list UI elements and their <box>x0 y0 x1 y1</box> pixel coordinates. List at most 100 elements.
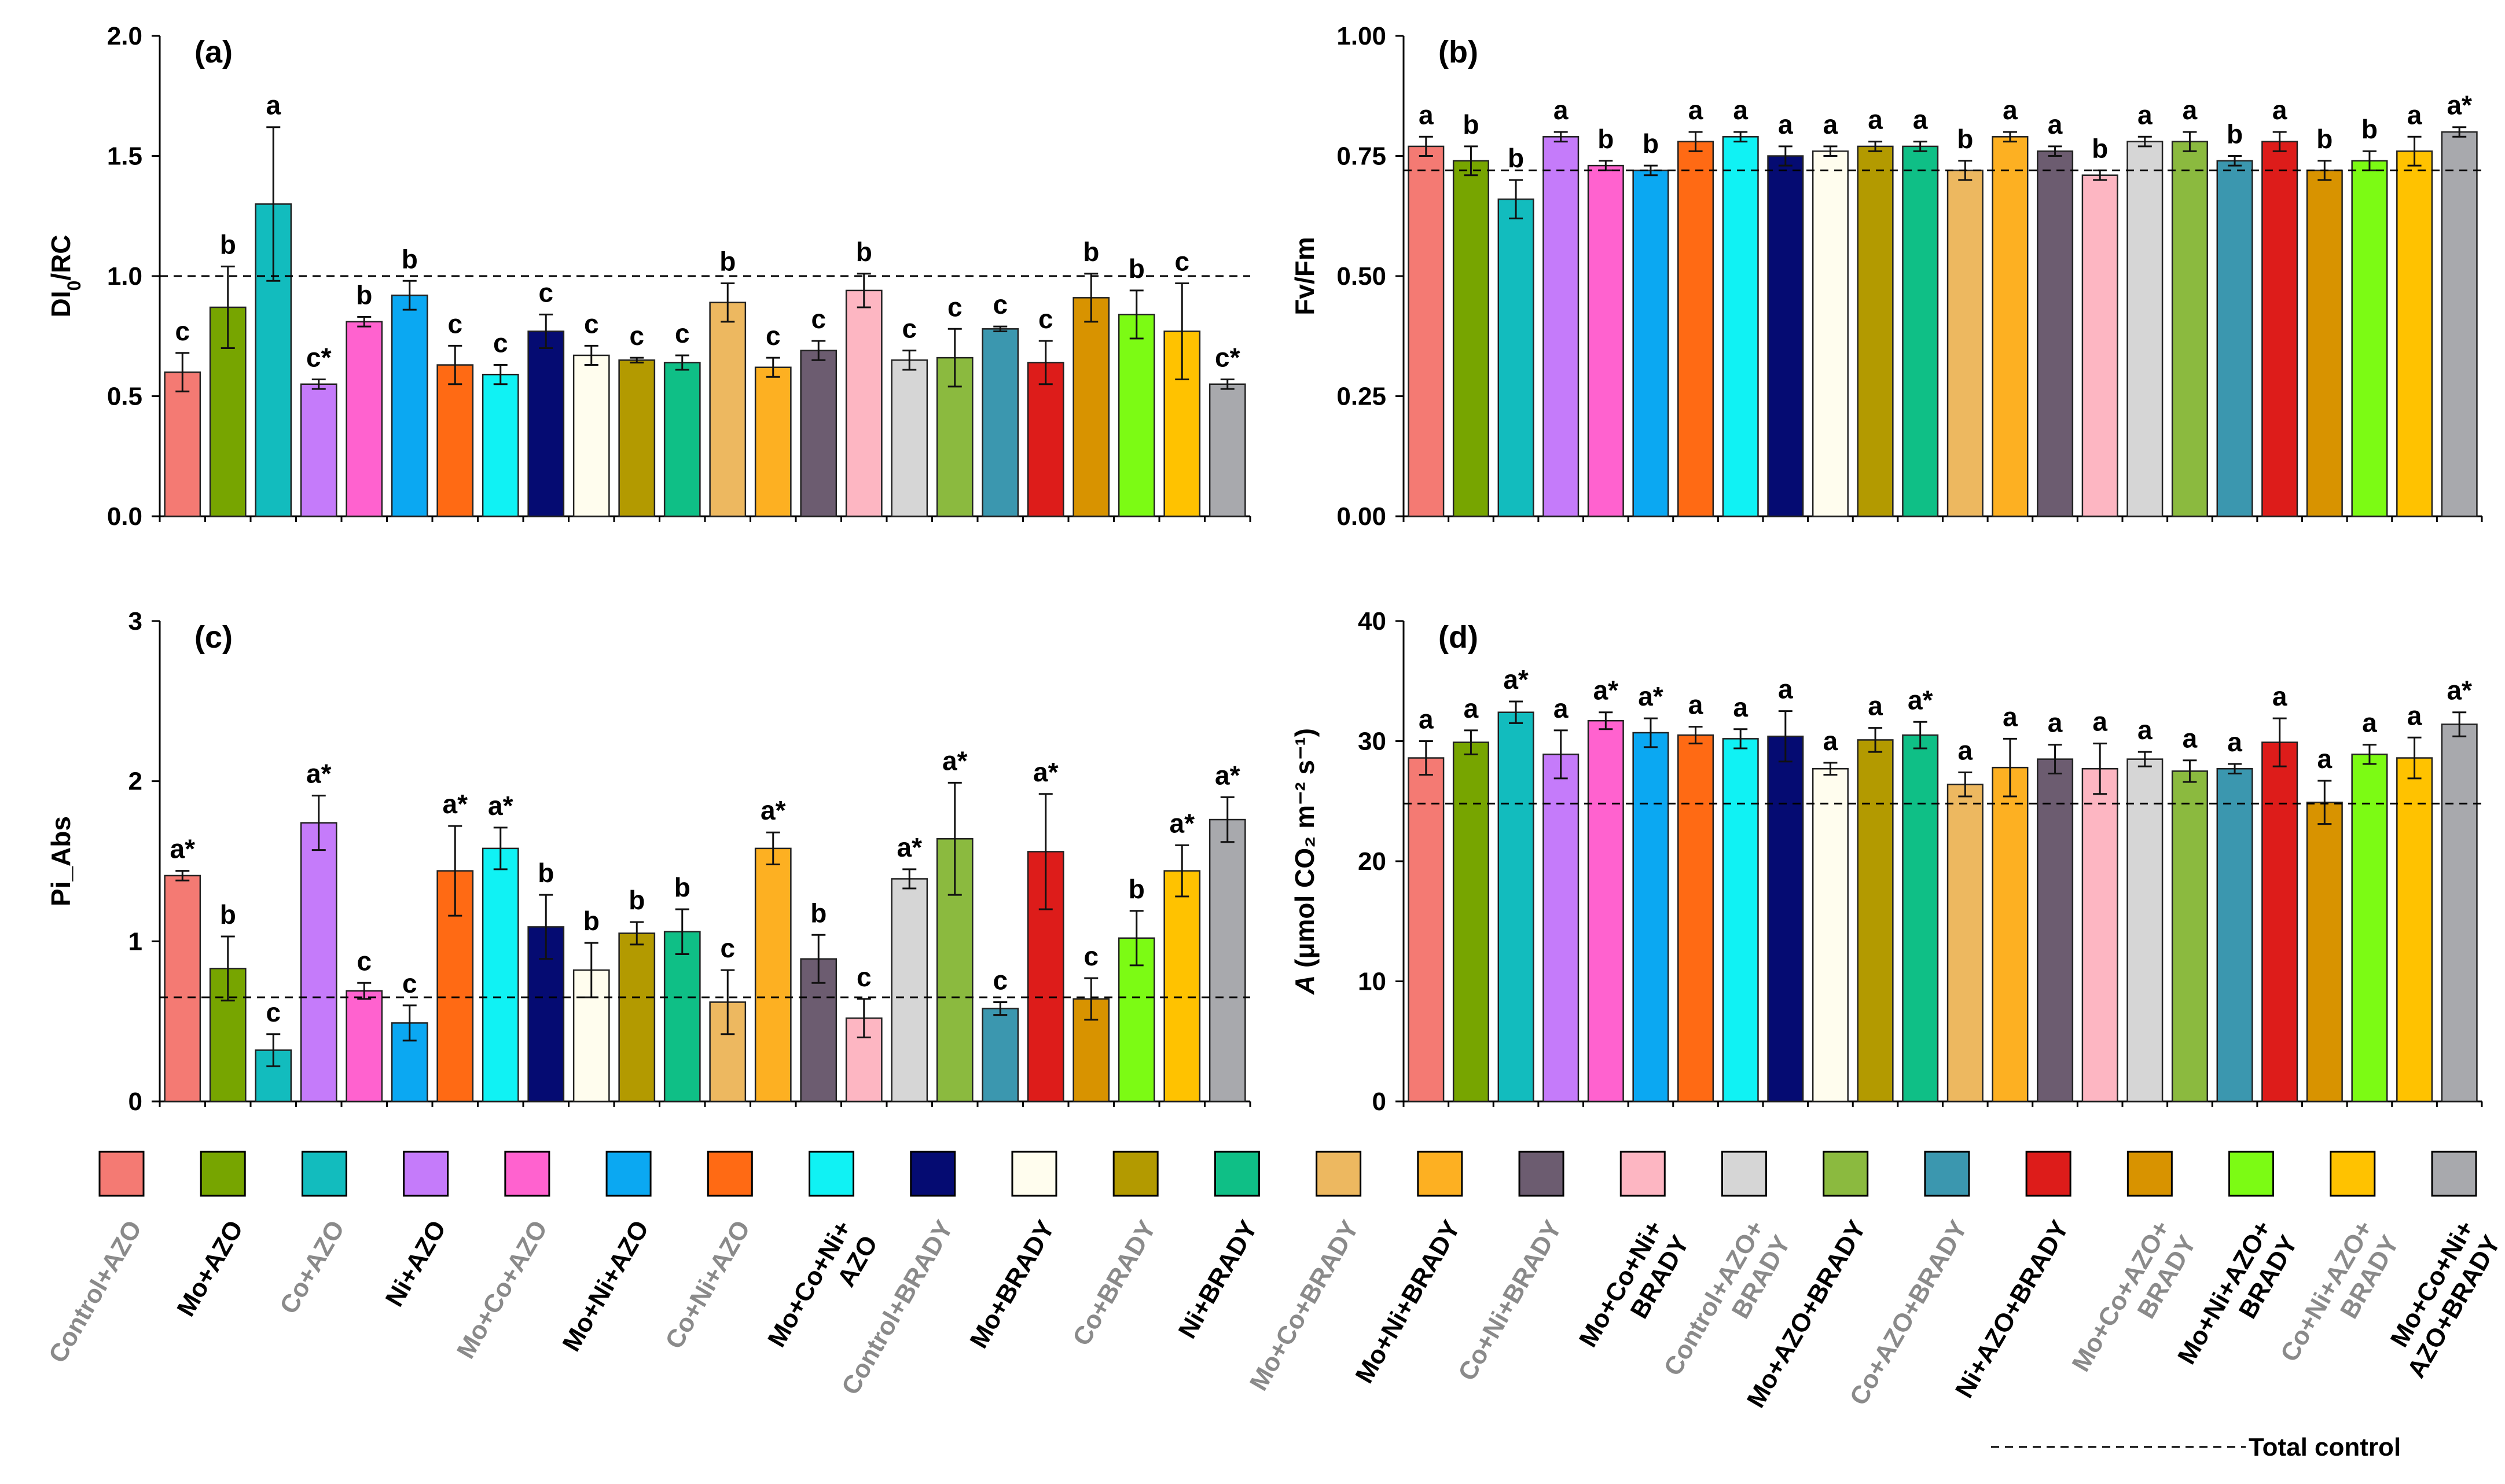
bar <box>482 847 519 1103</box>
category-label: Mo+Ni+AZO <box>557 1216 654 1357</box>
legend-swatch <box>1011 1151 1057 1197</box>
significance-letter: b <box>1508 143 1524 173</box>
significance-letter: c <box>493 328 508 358</box>
legend-swatch <box>809 1151 855 1197</box>
bar <box>1072 297 1110 517</box>
significance-letter: a <box>1688 95 1703 125</box>
bar <box>2261 741 2298 1103</box>
significance-letter: a <box>1868 105 1883 135</box>
significance-letter: c <box>175 316 190 346</box>
significance-letter: c <box>1083 941 1099 971</box>
bar <box>1209 818 1246 1103</box>
y-tick-label: 3 <box>128 607 142 636</box>
bar <box>982 328 1019 517</box>
bar <box>1497 711 1534 1103</box>
significance-letter: a* <box>2447 90 2472 120</box>
significance-letter: c <box>402 968 417 998</box>
category-label: Ni+AZO+BRADY <box>1950 1216 2074 1403</box>
y-tick-label: 0.25 <box>1336 383 1386 411</box>
legend-swatch <box>98 1151 145 1197</box>
bar <box>1857 145 1894 517</box>
bar <box>891 359 928 517</box>
significance-letter: a <box>2137 715 2153 745</box>
bar <box>391 294 428 517</box>
significance-letter: a <box>2183 95 2198 125</box>
legend-swatch <box>910 1151 956 1197</box>
significance-letter: a <box>2407 100 2422 130</box>
y-tick-label: 0 <box>128 1088 142 1116</box>
significance-letter: a <box>2003 701 2018 732</box>
bar <box>845 289 883 517</box>
category-label: Ni+BRADY <box>1173 1216 1263 1343</box>
bar <box>754 366 792 517</box>
panel-label: (b) <box>1438 35 1478 69</box>
y-tick-label: 2.0 <box>107 22 142 50</box>
legend-swatch <box>504 1151 550 1197</box>
significance-letter: c <box>447 308 462 339</box>
bar <box>436 364 474 517</box>
significance-letter: b <box>629 885 645 915</box>
panel-label: (a) <box>194 35 233 69</box>
significance-letter: a <box>2183 723 2198 754</box>
significance-letter: c* <box>1215 342 1240 372</box>
y-tick-label: 20 <box>1358 847 1386 876</box>
bar <box>1992 136 2029 517</box>
significance-letter: a* <box>1215 760 1240 790</box>
category-label: Mo+Ni+BRADY <box>1350 1216 1465 1389</box>
bar <box>2396 757 2433 1103</box>
significance-letter: b <box>1643 128 1659 159</box>
bar <box>2306 170 2343 517</box>
significance-letter: c <box>584 308 599 339</box>
significance-letter: c <box>538 277 553 307</box>
y-tick-label: 1.0 <box>107 262 142 291</box>
bar <box>1209 383 1246 517</box>
significance-letter: a <box>2272 681 2287 711</box>
bar <box>300 383 337 517</box>
significance-letter: a <box>1778 674 1793 704</box>
significance-letter: b <box>220 229 236 259</box>
significance-letter: b <box>674 872 690 902</box>
category-label: Co+Ni+AZO <box>660 1216 756 1354</box>
legend-swatch <box>1823 1151 1869 1197</box>
significance-letter: b <box>856 237 872 267</box>
bar <box>1902 734 1939 1103</box>
significance-letter: b <box>2092 133 2108 163</box>
significance-letter: b <box>220 899 236 930</box>
y-tick-label: 1 <box>128 927 142 956</box>
significance-letter: c <box>266 997 281 1027</box>
significance-letter: a <box>2048 708 2063 738</box>
significance-letter: a <box>1913 105 1928 135</box>
y-tick-label: 1.5 <box>107 142 142 171</box>
significance-letter: a* <box>1908 685 1933 715</box>
significance-letter: a* <box>1593 675 1619 706</box>
significance-letter: a <box>2272 95 2287 125</box>
bar <box>1452 160 1489 517</box>
bar <box>1118 314 1155 517</box>
bar <box>2216 767 2253 1103</box>
significance-letter: a <box>2092 707 2107 737</box>
total-control-legend: Total control <box>1991 1433 2401 1461</box>
y-tick-label: 30 <box>1358 728 1386 756</box>
bar <box>618 359 656 517</box>
significance-letter: a <box>1778 109 1793 139</box>
y-tick-label: 10 <box>1358 968 1386 996</box>
bar <box>618 932 656 1103</box>
bar <box>1677 734 1714 1103</box>
significance-letter: b <box>538 858 554 888</box>
significance-letter: c <box>357 946 372 976</box>
significance-letter: a <box>1419 100 1434 130</box>
y-tick-label: 0.75 <box>1336 142 1386 171</box>
bar <box>2081 767 2118 1103</box>
bar <box>164 371 201 517</box>
significance-letter: c <box>675 318 690 348</box>
bar <box>663 931 701 1103</box>
significance-letter: c <box>1174 246 1189 276</box>
significance-letter: a <box>2317 744 2333 774</box>
category-label: Mo+AZO <box>171 1216 248 1321</box>
significance-letter: a <box>1553 693 1569 723</box>
y-tick-label: 40 <box>1358 607 1386 636</box>
panel-label: (d) <box>1438 620 1478 655</box>
bar <box>1857 739 1894 1103</box>
significance-letter: a <box>2048 109 2063 139</box>
